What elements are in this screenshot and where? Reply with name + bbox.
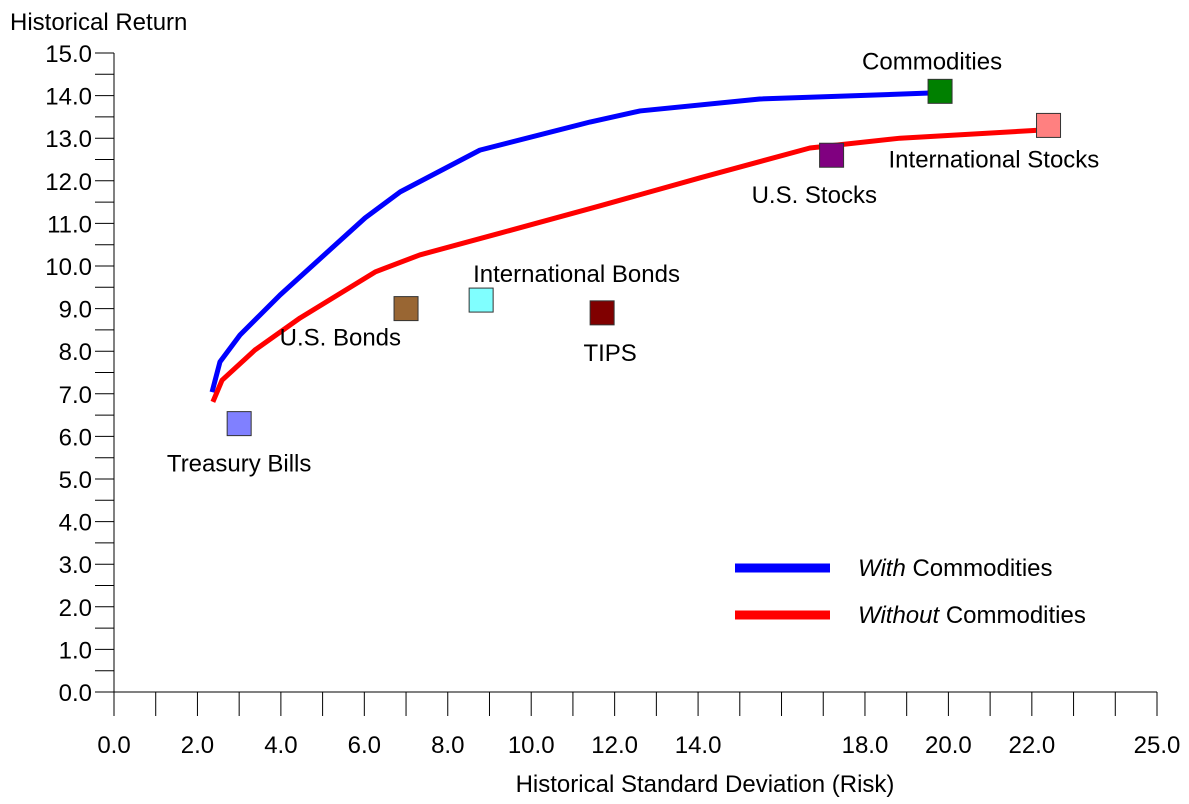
x-tick-label: 22.0 xyxy=(1008,732,1055,759)
y-axis-title: Historical Return xyxy=(10,9,187,36)
y-tick-label: 6.0 xyxy=(59,424,92,451)
frontier-line xyxy=(209,90,931,393)
y-tick-label: 2.0 xyxy=(59,595,92,622)
y-tick-label: 1.0 xyxy=(59,637,92,664)
asset-label: International Stocks xyxy=(889,146,1100,173)
asset-marker xyxy=(589,300,615,326)
x-tick-label: 2.0 xyxy=(181,732,214,759)
asset-marker xyxy=(226,411,252,437)
legend-label: Without Commodities xyxy=(858,602,1086,629)
asset-marker xyxy=(819,142,845,168)
y-tick-label: 4.0 xyxy=(59,510,92,537)
y-tick-label: 10.0 xyxy=(45,254,92,281)
y-tick-label: 9.0 xyxy=(59,297,92,324)
y-tick-label: 7.0 xyxy=(59,382,92,409)
y-tick-label: 15.0 xyxy=(45,41,92,68)
asset-marker xyxy=(393,296,419,322)
asset-marker xyxy=(468,287,494,313)
y-tick-label: 5.0 xyxy=(59,467,92,494)
y-tick-label: 11.0 xyxy=(47,211,92,238)
asset-label: Commodities xyxy=(862,48,1002,75)
x-tick-label: 0.0 xyxy=(97,732,130,759)
x-tick-label: 18.0 xyxy=(842,732,889,759)
x-tick-label: 25.0 xyxy=(1134,732,1181,759)
asset-label: Treasury Bills xyxy=(167,451,311,478)
x-tick-label: 4.0 xyxy=(264,732,297,759)
asset-label: International Bonds xyxy=(473,261,680,288)
x-tick-label: 6.0 xyxy=(348,732,381,759)
asset-label: U.S. Stocks xyxy=(752,182,877,209)
legend-label: With Commodities xyxy=(858,555,1053,582)
y-tick-label: 0.0 xyxy=(59,680,92,707)
x-tick-label: 12.0 xyxy=(591,732,638,759)
asset-marker xyxy=(1036,112,1062,138)
y-tick-label: 14.0 xyxy=(45,84,92,111)
asset-label: U.S. Bonds xyxy=(280,325,401,352)
y-tick-label: 12.0 xyxy=(45,169,92,196)
y-tick-label: 3.0 xyxy=(59,552,92,579)
y-tick-label: 8.0 xyxy=(59,339,92,366)
x-axis-title: Historical Standard Deviation (Risk) xyxy=(516,771,895,798)
x-tick-label: 10.0 xyxy=(508,732,555,759)
x-tick-label: 20.0 xyxy=(925,732,972,759)
x-tick-label: 8.0 xyxy=(431,732,464,759)
x-tick-label: 14.0 xyxy=(675,732,722,759)
asset-marker xyxy=(927,78,953,104)
y-tick-label: 13.0 xyxy=(45,126,92,153)
asset-label: TIPS xyxy=(583,340,636,367)
